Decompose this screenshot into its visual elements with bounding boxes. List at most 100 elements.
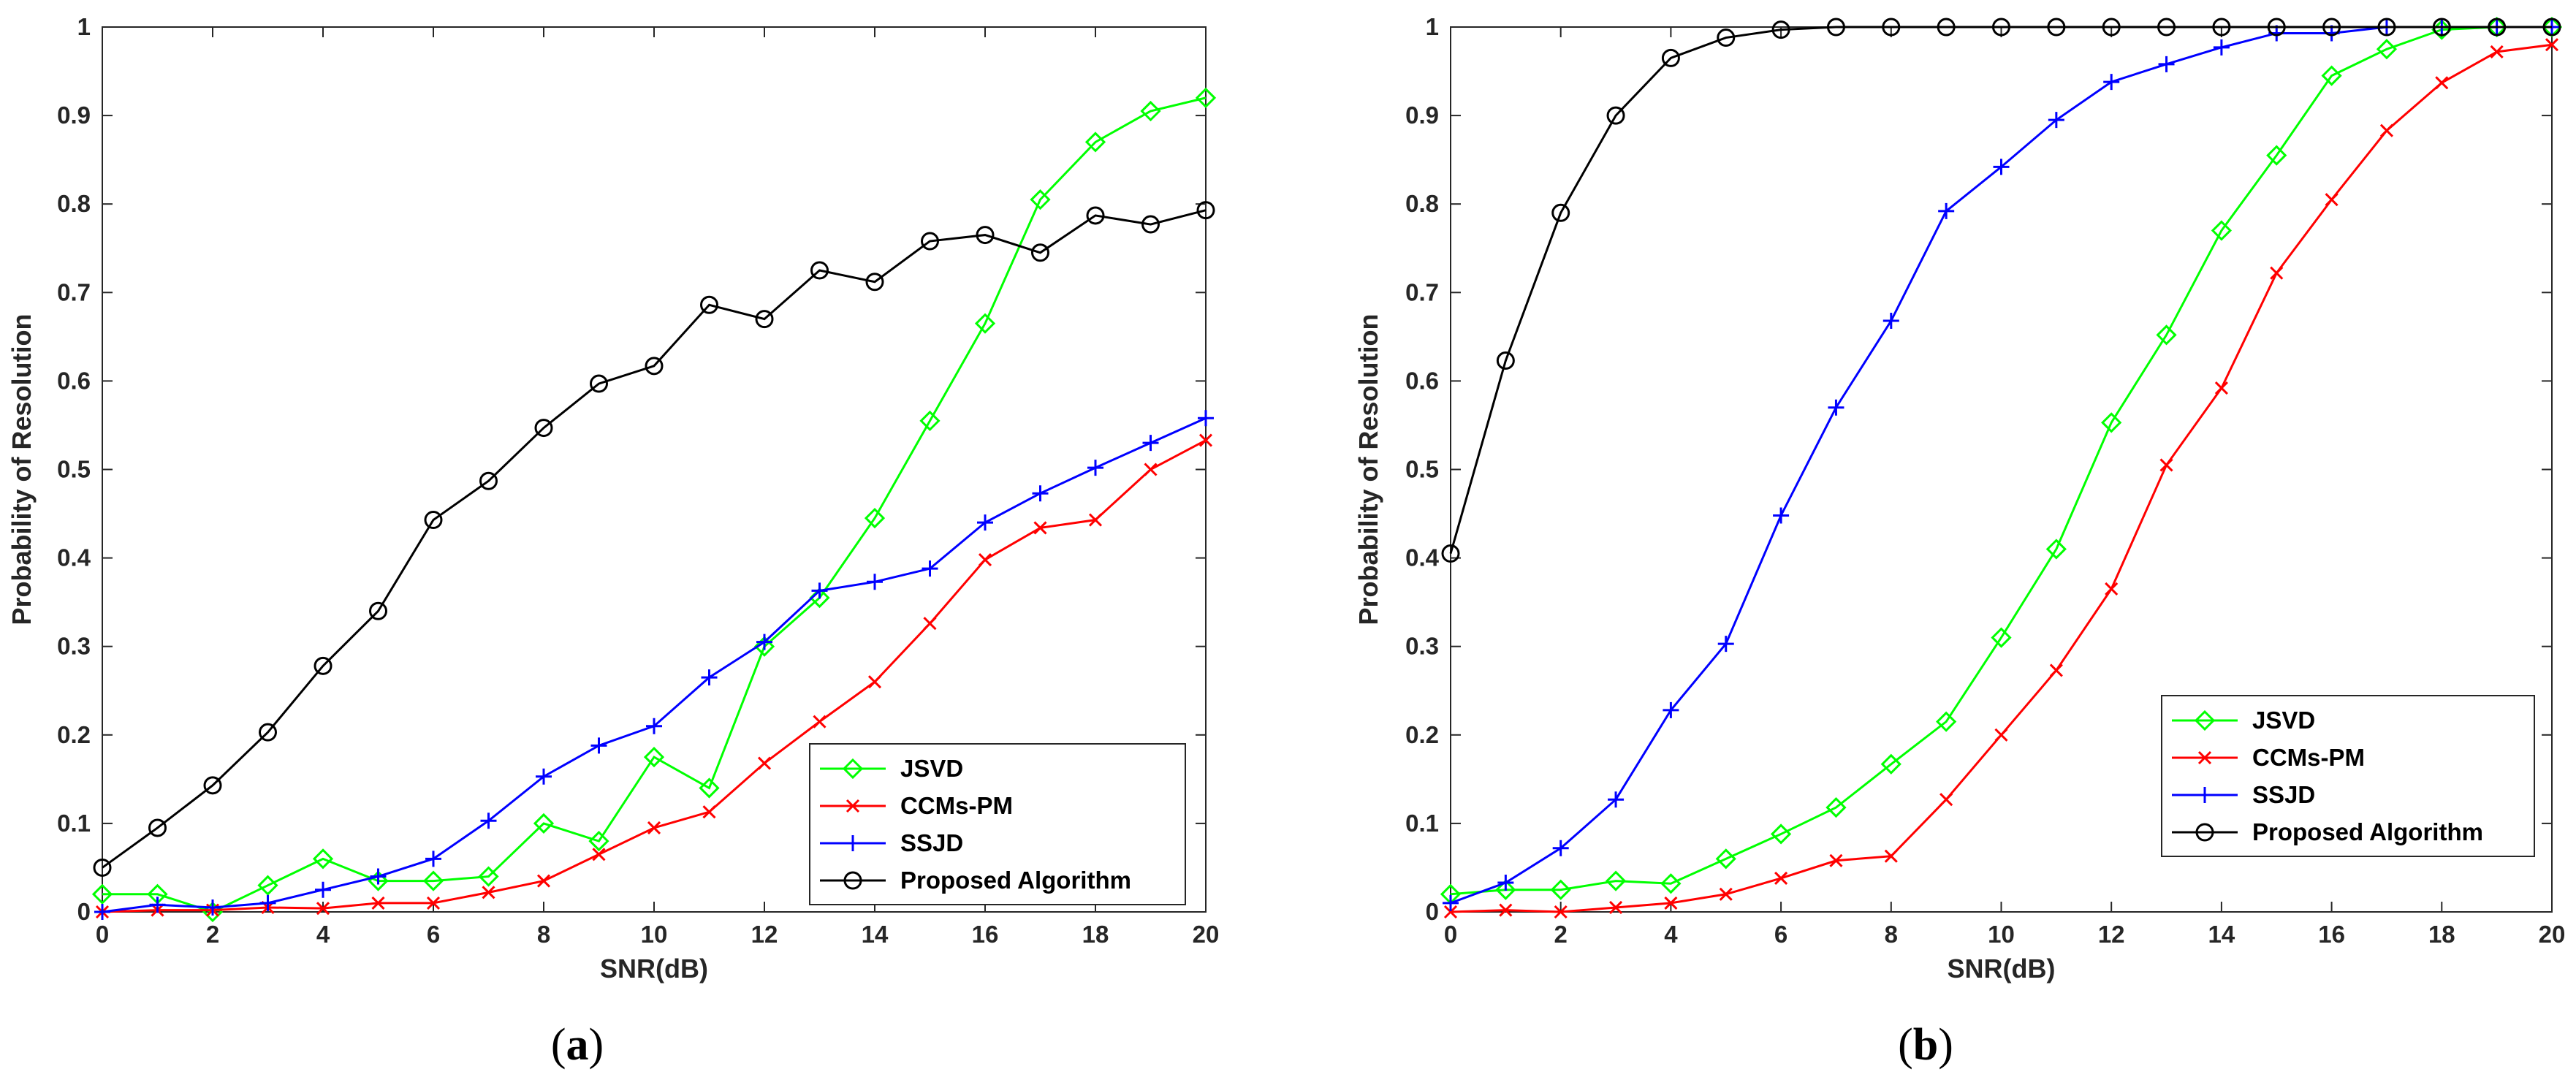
data-point <box>314 656 333 675</box>
data-point <box>2435 76 2449 90</box>
data-point <box>1552 840 1569 856</box>
data-point <box>534 419 553 438</box>
data-point <box>93 858 112 877</box>
data-point <box>2376 39 2398 60</box>
data-point <box>1882 313 1899 330</box>
data-point <box>2488 18 2507 37</box>
data-point <box>2321 65 2342 86</box>
data-point <box>2432 18 2451 37</box>
y-tick-label: 0.1 <box>57 810 91 837</box>
data-point <box>259 894 276 911</box>
data-point <box>2157 18 2176 37</box>
x-tick-label: 20 <box>1193 921 1220 948</box>
data-point <box>478 866 499 887</box>
data-point <box>1992 18 2010 37</box>
data-point <box>1773 507 1790 524</box>
data-point <box>312 848 334 870</box>
y-tick-label: 1 <box>1426 13 1439 40</box>
x-tick-label: 10 <box>641 921 668 948</box>
data-point <box>1497 875 1514 891</box>
data-point <box>370 868 387 885</box>
data-point <box>1088 513 1103 527</box>
data-point <box>2542 18 2561 37</box>
data-point <box>701 669 718 686</box>
data-point <box>2049 663 2063 677</box>
data-point <box>1939 793 1953 807</box>
series-proposed-algorithm <box>93 201 1215 877</box>
data-point <box>203 776 222 795</box>
legend-marker <box>843 871 862 890</box>
data-point <box>2325 193 2338 207</box>
data-point <box>1086 206 1105 225</box>
data-point <box>205 899 221 916</box>
x-tick-label: 18 <box>2428 921 2455 948</box>
data-point <box>1084 132 1106 153</box>
data-point <box>590 374 608 393</box>
data-point <box>371 896 385 910</box>
data-point <box>1606 106 1625 125</box>
data-point <box>976 226 995 245</box>
data-point <box>643 746 665 768</box>
data-point <box>755 310 774 329</box>
data-point <box>1937 18 1956 37</box>
data-point <box>425 851 441 867</box>
data-point <box>588 830 609 852</box>
data-point <box>1605 870 1627 891</box>
y-tick-label: 0.9 <box>1405 102 1439 129</box>
data-point <box>536 768 552 785</box>
data-point <box>1198 433 1213 447</box>
legend-marker <box>2195 823 2214 842</box>
x-tick-label: 4 <box>316 921 330 948</box>
x-tick-label: 6 <box>427 921 440 948</box>
y-tick-label: 0.1 <box>1405 810 1439 837</box>
y-tick-label: 0.5 <box>1405 456 1439 483</box>
data-point <box>1554 905 1568 919</box>
legend-box <box>2161 695 2535 857</box>
legend-marker <box>2197 787 2213 803</box>
data-point <box>2213 39 2230 56</box>
y-tick-label: 0.7 <box>57 278 91 305</box>
y-tick-label: 1 <box>77 13 91 40</box>
legend: JSVD CCMs-PM SSJD Proposed Algorithm <box>809 743 1186 905</box>
data-point <box>259 723 277 742</box>
y-tick-label: 0.7 <box>1405 278 1439 305</box>
legend-marker <box>2197 750 2212 765</box>
series-line <box>102 209 1207 869</box>
x-tick-label: 2 <box>206 921 219 948</box>
legend-label: JSVD <box>2252 707 2315 734</box>
data-point <box>2267 18 2286 37</box>
series-proposed-algorithm <box>1441 18 2561 563</box>
data-point <box>257 875 278 896</box>
chart-a: 0 2 4 6 8 10 12 14 16 18 20 0 0.1 0.2 0.3 0.4 0.5 0.6 0.7 0… <box>7 13 1219 1070</box>
data-point <box>2212 18 2231 37</box>
data-point <box>2101 412 2122 433</box>
data-point <box>1715 848 1736 870</box>
data-point <box>2048 112 2064 129</box>
series-ssjd <box>94 410 1214 920</box>
panel-label-letter: a <box>566 1020 589 1070</box>
data-point <box>921 232 939 251</box>
data-point <box>865 273 884 292</box>
x-tick-label: 12 <box>751 921 778 948</box>
data-point <box>148 818 167 837</box>
data-point <box>922 560 938 577</box>
data-point <box>2103 74 2120 91</box>
data-point <box>426 896 441 910</box>
y-tick-label: 0.8 <box>57 190 91 217</box>
data-point <box>867 574 883 590</box>
data-point <box>2156 324 2177 346</box>
x-tick-label: 0 <box>1444 921 1457 948</box>
data-point <box>646 718 662 734</box>
x-tick-label: 12 <box>2098 921 2125 948</box>
x-tick-label: 16 <box>972 921 999 948</box>
y-tick-label: 0.9 <box>57 102 91 129</box>
data-point <box>2158 56 2175 72</box>
data-point <box>1771 20 1790 39</box>
data-point <box>1198 410 1214 427</box>
data-point <box>2266 145 2287 166</box>
data-point <box>1882 18 1901 37</box>
data-point <box>1144 463 1158 476</box>
y-tick-label: 0.4 <box>57 544 91 571</box>
data-point <box>753 636 775 657</box>
data-point <box>1826 18 1845 37</box>
